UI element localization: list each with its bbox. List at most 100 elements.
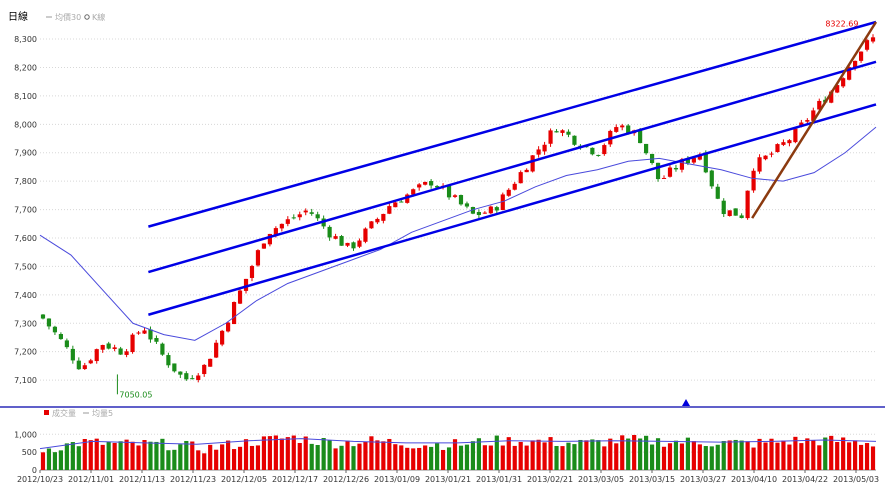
candle-body xyxy=(393,202,398,208)
volume-bar xyxy=(823,437,828,470)
high-value-label: 8322.69 xyxy=(825,20,858,29)
candle-body xyxy=(172,363,177,372)
volume-bar xyxy=(64,443,69,470)
volume-bar xyxy=(333,448,338,470)
volume-bar xyxy=(488,445,493,470)
candle-body xyxy=(751,170,756,191)
candle-body xyxy=(315,214,320,219)
volume-bar xyxy=(106,441,111,470)
candle-body xyxy=(333,236,338,239)
candle-body xyxy=(417,184,422,188)
volume-bar xyxy=(727,440,732,470)
volume-bar xyxy=(148,441,153,470)
main-y-tick-label: 7,300 xyxy=(14,319,37,328)
candle-body xyxy=(667,167,673,177)
x-tick-label: 2013/04/10 xyxy=(731,475,777,484)
volume-bar xyxy=(745,441,750,470)
volume-bar xyxy=(357,443,362,470)
volume-bar xyxy=(285,437,290,470)
candle-body xyxy=(620,125,625,128)
candle-body xyxy=(781,142,786,145)
volume-bar xyxy=(870,446,876,470)
candle-body xyxy=(303,210,308,213)
volume-bar xyxy=(267,436,272,470)
candle-body xyxy=(829,91,834,103)
candle-body xyxy=(70,348,75,361)
main-y-axis: 8,300 8,200 8,100 8,000 7,900 7,800 7,700 7,600… xyxy=(14,35,37,385)
candle-body xyxy=(208,358,213,367)
annotations: 8322.69 7050.05 xyxy=(116,20,858,399)
ma30-line xyxy=(39,126,877,341)
candle-body xyxy=(870,37,876,42)
volume-bar xyxy=(536,439,541,470)
volume-bar xyxy=(130,441,135,470)
volume-bar xyxy=(405,447,410,470)
volume-bar xyxy=(387,438,392,470)
volume-bar xyxy=(817,445,822,470)
x-tick-label: 2012/12/05 xyxy=(221,475,267,484)
volume-bar xyxy=(279,438,284,470)
candle-body xyxy=(733,208,738,216)
volume-bar xyxy=(70,442,75,470)
candle-body xyxy=(554,131,559,133)
volume-bar xyxy=(291,435,296,470)
candle-body xyxy=(452,195,458,197)
volume-bar xyxy=(841,437,846,470)
candle-body xyxy=(381,213,386,221)
volume-bar xyxy=(226,440,231,470)
candle-body xyxy=(423,181,428,185)
low-value-label: 7050.05 xyxy=(119,390,152,399)
candle-body xyxy=(673,167,679,170)
candle-body xyxy=(405,194,410,203)
main-y-tick-label: 8,100 xyxy=(14,92,37,101)
candle-body xyxy=(524,169,529,173)
candle-body xyxy=(285,219,290,224)
volume-bar xyxy=(40,452,46,470)
volume-bar xyxy=(506,437,511,470)
volume-bar xyxy=(237,446,243,470)
volume-y-axis: 1,000 500 0 xyxy=(14,430,37,475)
trend-line xyxy=(751,21,878,219)
main-y-tick-label: 8,300 xyxy=(14,35,37,44)
candle-body xyxy=(369,221,374,229)
volume-bar xyxy=(858,444,864,470)
volume-bar xyxy=(703,446,708,470)
candle-body xyxy=(739,215,744,219)
candle-body xyxy=(357,240,362,247)
volume-bar xyxy=(309,443,314,470)
candle-body xyxy=(476,211,481,216)
volume-bar xyxy=(243,439,249,470)
x-tick-label: 2012/11/13 xyxy=(119,475,165,484)
candle-body xyxy=(82,365,87,370)
volume-bar xyxy=(440,449,446,470)
candle-body xyxy=(787,140,792,144)
candle-body xyxy=(679,159,685,170)
volume-bar xyxy=(393,444,398,470)
candle-body xyxy=(775,144,780,153)
volume-bar xyxy=(58,450,63,470)
volume-bar xyxy=(566,442,571,470)
candle-body xyxy=(226,322,231,332)
candles xyxy=(40,34,876,383)
channel-lines xyxy=(148,20,877,316)
x-tick-label: 2012/11/01 xyxy=(68,475,114,484)
ma-legend-label: 均價30 xyxy=(55,12,81,22)
candle-body xyxy=(190,378,195,380)
candle-body xyxy=(847,67,852,80)
volume-bar xyxy=(751,447,756,470)
volume-bar xyxy=(763,442,768,470)
volume-bar xyxy=(196,450,201,470)
volume-bar xyxy=(184,440,189,470)
volume-bar xyxy=(530,440,535,470)
volume-bar xyxy=(638,438,643,470)
x-tick-label: 2013/03/27 xyxy=(680,475,726,484)
channel-line-upper xyxy=(148,20,877,228)
candle-body xyxy=(858,51,864,61)
channel-line-middle xyxy=(148,60,877,274)
volume-y-tick-label: 500 xyxy=(22,448,37,457)
candle-body xyxy=(506,189,511,196)
candle-body xyxy=(793,128,798,143)
candle-body xyxy=(327,226,332,238)
volume-bar xyxy=(679,443,685,470)
